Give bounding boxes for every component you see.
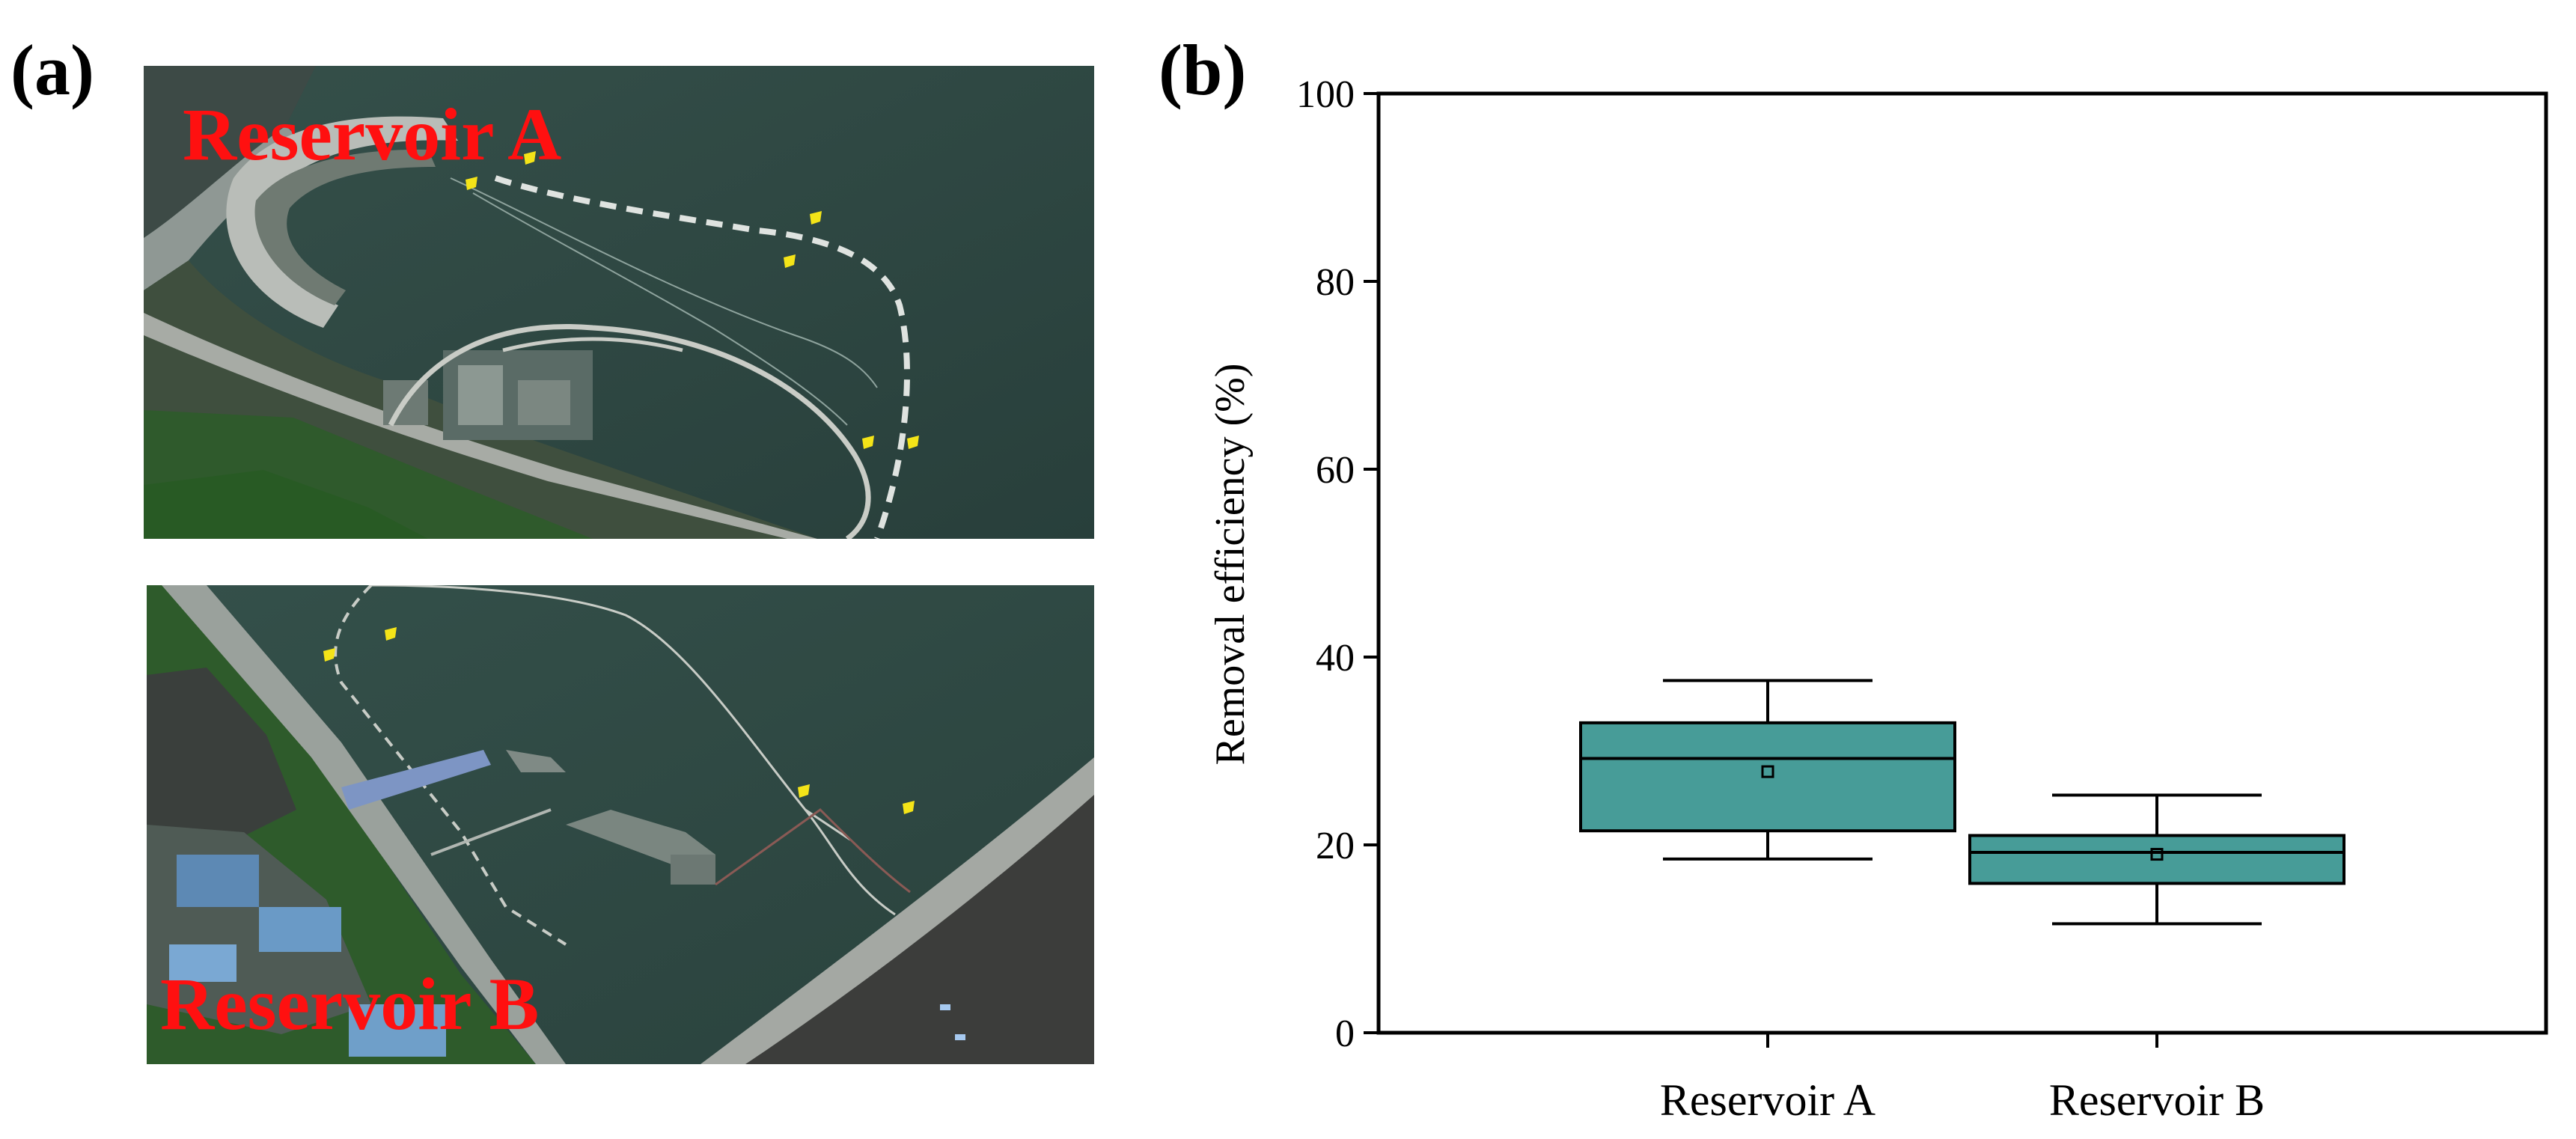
reservoir-a-image-label: Reservoir A bbox=[183, 93, 562, 176]
sampling-pins-b bbox=[323, 627, 915, 814]
y-tick-label: 20 bbox=[1316, 825, 1355, 867]
satellite-graphic-a bbox=[144, 66, 1094, 539]
plot-axes: 0 20 40 60 80 100 Reservoir A Reservoir B bbox=[1296, 73, 2548, 1125]
satellite-image-reservoir-a: Reservoir A bbox=[144, 66, 1094, 539]
box-reservoir-b bbox=[1968, 793, 2345, 926]
y-axis-title: Removal efficiency (%) bbox=[1207, 364, 1254, 766]
sampling-pins-a bbox=[466, 151, 919, 449]
y-tick-label: 80 bbox=[1316, 261, 1355, 304]
x-tick-label: Reservoir B bbox=[2049, 1075, 2265, 1125]
y-tick-label: 40 bbox=[1316, 637, 1355, 680]
panel-b-letter: (b) bbox=[1159, 30, 1247, 110]
plot-frame bbox=[1376, 91, 2548, 1035]
x-tick-label: Reservoir A bbox=[1660, 1075, 1875, 1125]
y-tick-label: 100 bbox=[1296, 73, 1355, 116]
reservoir-b-image-label: Reservoir B bbox=[160, 962, 540, 1045]
y-tick-label: 60 bbox=[1316, 449, 1355, 492]
mean-marker bbox=[1761, 765, 1774, 778]
panel-a-letter: (a) bbox=[10, 30, 94, 110]
box-reservoir-a bbox=[1579, 679, 1956, 861]
satellite-image-reservoir-b: Reservoir B bbox=[147, 585, 1094, 1064]
y-tick-label: 0 bbox=[1335, 1013, 1355, 1055]
box-series bbox=[1579, 679, 2345, 926]
satellite-graphic-b bbox=[147, 585, 1094, 1064]
mean-marker bbox=[2150, 848, 2164, 861]
